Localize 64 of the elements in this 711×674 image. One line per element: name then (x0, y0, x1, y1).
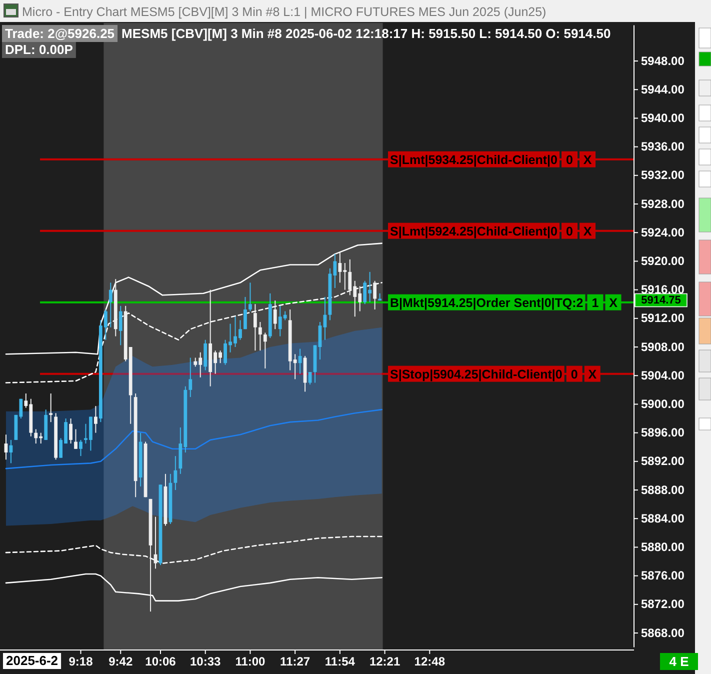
candlestick (188, 357, 192, 398)
y-tick-label: 5916.00 (641, 282, 685, 297)
candlestick (298, 348, 302, 374)
chart-subtitle: MESM5 [CBV][M] 3 Min #8 2025-06-02 12:18:17 H: 5915.50 L: 5914.50 O: 5914.50 (122, 26, 611, 41)
y-tick-label: 5896.00 (641, 426, 685, 440)
x-tick-label: 9:42 (108, 654, 133, 669)
x-tick-label: 10:06 (145, 654, 176, 669)
y-tick-label: 5920.00 (641, 254, 685, 268)
x-tick-label: 9:18 (68, 654, 94, 669)
x-tick-label: 11:54 (324, 654, 356, 669)
y-tick-label: 5936.00 (641, 140, 685, 154)
y-tick-label: 5884.00 (641, 511, 685, 526)
y-tick-label: 5888.00 (641, 482, 685, 497)
line-series (5, 573, 382, 602)
line-series (5, 408, 382, 470)
candlestick (263, 332, 267, 369)
candlestick (108, 282, 112, 328)
candlestick (69, 418, 72, 444)
candlestick (204, 339, 208, 371)
y-tick-label: 5904.00 (641, 368, 685, 382)
y-tick-label: 5948.00 (641, 54, 685, 68)
y-tick-label: 5944.00 (641, 82, 685, 96)
y-tick-label: 5912.00 (641, 311, 685, 326)
y-tick-label: 5924.00 (641, 225, 685, 240)
candlestick (94, 405, 98, 434)
candlestick (373, 280, 377, 310)
y-tick-label: 5940.00 (641, 111, 685, 126)
y-tick-label: 5872.00 (641, 597, 685, 612)
y-tick-label: 5880.00 (641, 540, 685, 554)
text: 5914.75 (641, 294, 681, 307)
y-tick-label: 5928.00 (641, 196, 685, 211)
ref-line-label: S|Stop|5904.25|Child-Client|0 0 X (390, 367, 598, 382)
line-series (5, 536, 382, 564)
y-tick-label: 5932.00 (641, 168, 685, 182)
y-tick-label: 5868.00 (641, 626, 685, 640)
ref-line-label: S|Lmt|5934.25|Child-Client|0 0 X (390, 152, 592, 167)
candlestick (79, 439, 82, 457)
y-tick-label: 5876.00 (641, 568, 685, 583)
y-tick-label: 5908.00 (641, 340, 685, 354)
y-tick-label: 5900.00 (641, 397, 685, 412)
x-tick-label: 11:27 (280, 654, 310, 669)
x-tick-label: 12:48 (414, 654, 446, 669)
text: 4 E (669, 654, 690, 669)
candlestick (258, 321, 262, 352)
y-tick-label: 5892.00 (641, 454, 685, 468)
annotation: Trade: 2@5926.25 (5, 26, 115, 41)
candlestick (174, 456, 178, 490)
annotation: DPL: 0.00P (5, 42, 74, 57)
line-series (5, 242, 382, 355)
candlestick (308, 372, 312, 386)
candlestick (244, 296, 247, 330)
ref-line-label: B|Mkt|5914.25|Order Sent|0|TQ:2 1 X (390, 296, 618, 310)
ref-line-label: S|Lmt|5924.25|Child-Client|0 0 X (390, 224, 592, 238)
candlestick (74, 428, 78, 450)
text: 2025-6-2 (6, 653, 58, 668)
candlestick (118, 305, 122, 346)
candlestick (49, 392, 53, 423)
candlestick (248, 282, 252, 312)
x-tick-label: 12:21 (369, 654, 400, 669)
candlestick (273, 300, 277, 330)
x-tick-label: 10:33 (190, 654, 222, 669)
chart-title: Micro - Entry Chart MESM5 [CBV][M] 3 Min #8 L:1 | MICRO FUTURES MES Jun 2025 (Jun25) (22, 5, 546, 19)
x-tick-label: 11:00 (235, 654, 266, 669)
candlestick (253, 304, 257, 352)
